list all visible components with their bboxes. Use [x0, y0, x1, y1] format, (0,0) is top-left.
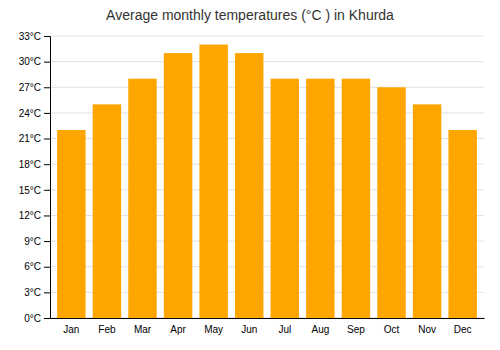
y-tick-label: 0°C: [24, 313, 41, 324]
bar: [413, 104, 441, 318]
x-tick-label: Sep: [347, 324, 365, 335]
bar: [199, 45, 227, 318]
x-tick-label: Feb: [98, 324, 116, 335]
grid-line: [50, 36, 484, 37]
x-axis: Jan Feb Mar Apr May Jun Jul Aug Sep Oct Nov Dec: [51, 319, 485, 336]
y-tick-label: 18°C: [19, 159, 41, 170]
y-tick: 12°C: [19, 210, 50, 221]
x-tick-label: Mar: [134, 324, 152, 335]
x-tick: Mar: [134, 324, 152, 335]
y-tick-label: 24°C: [19, 108, 41, 119]
bar: [164, 53, 192, 318]
x-tick-label: Aug: [311, 324, 329, 335]
x-tick: Dec: [454, 324, 472, 335]
y-tick: 0°C: [24, 313, 50, 324]
grid-line: [50, 61, 484, 62]
y-tick: 30°C: [19, 56, 50, 67]
bar: [342, 79, 370, 318]
x-tick-label: Oct: [384, 324, 400, 335]
y-tick-label: 30°C: [19, 56, 41, 67]
bar: [93, 104, 121, 318]
x-tick: Oct: [384, 324, 400, 335]
y-tick-mark: [44, 139, 50, 140]
y-tick-mark: [44, 36, 50, 37]
y-tick: 9°C: [24, 236, 50, 247]
x-tick: Feb: [98, 324, 116, 335]
x-axis-line: [51, 318, 485, 319]
x-tick-label: May: [204, 324, 223, 335]
y-axis: 0°C 3°C 6°C 9°C 12°C 15°C 18°C 21°C 24°C 27°C 30°C…: [19, 31, 51, 324]
title: Average monthly temperatures (°C ) in Kh…: [106, 7, 394, 23]
x-tick: Nov: [418, 324, 436, 335]
y-tick-mark: [44, 87, 50, 88]
y-tick-mark: [44, 241, 50, 242]
x-tick: Jan: [63, 324, 79, 335]
x-tick-label: Jul: [278, 324, 291, 335]
y-tick-label: 33°C: [19, 31, 41, 42]
y-tick: 18°C: [19, 159, 50, 170]
x-tick: Jul: [278, 324, 291, 335]
y-tick-label: 12°C: [19, 210, 41, 221]
bars: [57, 45, 477, 318]
y-tick: 27°C: [19, 82, 50, 93]
bar: [306, 79, 334, 318]
y-tick-mark: [44, 267, 50, 268]
plot: 0°C 3°C 6°C 9°C 12°C 15°C 18°C 21°C 24°C 27°C 30°C…: [19, 31, 485, 335]
x-tick-label: Jan: [63, 324, 79, 335]
x-tick: Sep: [347, 324, 365, 335]
y-tick-mark: [44, 164, 50, 165]
bar: [377, 87, 405, 318]
grid: [50, 36, 484, 318]
y-tick: 24°C: [19, 108, 50, 119]
y-tick: 15°C: [19, 185, 50, 196]
x-tick-label: Nov: [418, 324, 436, 335]
y-tick: 6°C: [24, 261, 50, 272]
y-tick-label: 27°C: [19, 82, 41, 93]
y-tick: 33°C: [19, 31, 50, 42]
x-tick: Jun: [241, 324, 257, 335]
x-tick-label: Jun: [241, 324, 257, 335]
y-tick-label: 15°C: [19, 185, 41, 196]
y-tick-label: 6°C: [24, 261, 41, 272]
chart: Average monthly temperatures (°C ) in Kh…: [0, 0, 500, 350]
y-tick: 21°C: [19, 133, 50, 144]
grid-line: [50, 87, 484, 88]
y-tick-label: 9°C: [24, 236, 41, 247]
y-axis-line: [44, 37, 51, 319]
x-tick: Aug: [311, 324, 329, 335]
bar: [235, 53, 263, 318]
y-tick-mark: [44, 62, 50, 63]
y-tick-label: 21°C: [19, 133, 41, 144]
y-tick-label: 3°C: [24, 287, 41, 298]
bar: [128, 79, 156, 318]
y-tick-mark: [44, 190, 50, 191]
y-tick: 3°C: [24, 287, 50, 298]
bar: [57, 130, 85, 318]
x-tick: May: [204, 324, 223, 335]
bar: [448, 130, 476, 318]
x-tick: Apr: [170, 324, 186, 335]
bar: [271, 79, 299, 318]
x-tick-label: Dec: [454, 324, 472, 335]
y-tick-mark: [44, 292, 50, 293]
y-tick-mark: [44, 215, 50, 216]
y-tick-mark: [44, 113, 50, 114]
x-tick-label: Apr: [170, 324, 186, 335]
y-tick-mark: [44, 318, 50, 319]
